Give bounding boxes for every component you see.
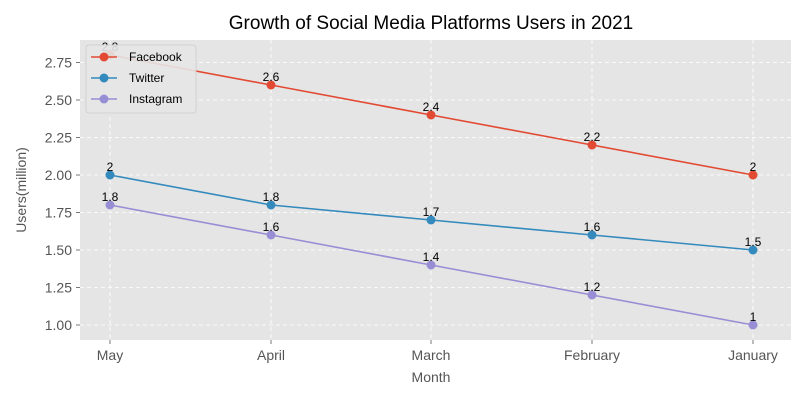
data-point-facebook <box>266 80 276 90</box>
y-tick-label: 1.75 <box>45 205 72 221</box>
data-label-instagram: 1.4 <box>423 250 440 264</box>
data-point-facebook <box>426 110 436 120</box>
data-label-instagram: 1.2 <box>584 280 601 294</box>
x-axis-ticks: May April March February January <box>97 340 778 363</box>
x-axis-label: Month <box>412 369 451 385</box>
data-label-instagram: 1 <box>750 310 757 324</box>
x-tick-label: February <box>564 347 620 363</box>
data-point-instagram <box>426 260 436 270</box>
data-point-twitter <box>426 215 436 225</box>
legend-label-instagram: Instagram <box>129 92 182 106</box>
data-point-facebook <box>587 140 597 150</box>
y-axis-ticks: 1.00 1.25 1.50 1.75 2.00 2.25 2.50 2.75 <box>45 55 80 333</box>
data-point-instagram <box>748 320 758 330</box>
data-label-facebook: 2 <box>750 160 757 174</box>
y-tick-label: 1.00 <box>45 317 72 333</box>
x-tick-label: March <box>412 347 451 363</box>
legend-marker-facebook <box>99 52 109 62</box>
y-tick-label: 2.00 <box>45 167 72 183</box>
data-label-twitter: 1.5 <box>745 235 762 249</box>
data-label-facebook: 2.6 <box>263 70 280 84</box>
legend-marker-instagram <box>99 94 109 104</box>
data-label-facebook: 2.4 <box>423 100 440 114</box>
data-point-instagram <box>266 230 276 240</box>
y-axis-label: Users(million) <box>13 147 29 233</box>
data-label-twitter: 1.6 <box>584 220 601 234</box>
series-lines <box>105 50 758 330</box>
chart-title: Growth of Social Media Platforms Users i… <box>229 13 633 34</box>
y-tick-label: 2.50 <box>45 92 72 108</box>
x-tick-label: January <box>728 347 778 363</box>
x-tick-label: April <box>257 347 285 363</box>
data-label-twitter: 1.7 <box>423 205 440 219</box>
legend-marker-twitter <box>99 73 109 83</box>
data-label-twitter: 1.8 <box>263 190 280 204</box>
legend-label-twitter: Twitter <box>129 71 164 85</box>
data-label-instagram: 1.8 <box>102 190 119 204</box>
data-label-facebook: 2.2 <box>584 130 601 144</box>
x-tick-label: May <box>97 347 123 363</box>
y-tick-label: 1.25 <box>45 280 72 296</box>
y-tick-label: 2.25 <box>45 130 72 146</box>
data-point-instagram <box>587 290 597 300</box>
data-point-twitter <box>748 245 758 255</box>
data-point-instagram <box>105 200 115 210</box>
data-point-twitter <box>266 200 276 210</box>
data-label-instagram: 1.6 <box>263 220 280 234</box>
y-tick-label: 1.50 <box>45 242 72 258</box>
legend-label-facebook: Facebook <box>129 50 183 64</box>
legend: Facebook Twitter Instagram <box>85 44 197 114</box>
y-tick-label: 2.75 <box>45 55 72 71</box>
data-point-twitter <box>587 230 597 240</box>
data-label-twitter: 2 <box>107 160 114 174</box>
data-point-twitter <box>105 170 115 180</box>
plot-background <box>80 40 791 340</box>
data-point-facebook <box>748 170 758 180</box>
legend-box <box>85 44 197 114</box>
